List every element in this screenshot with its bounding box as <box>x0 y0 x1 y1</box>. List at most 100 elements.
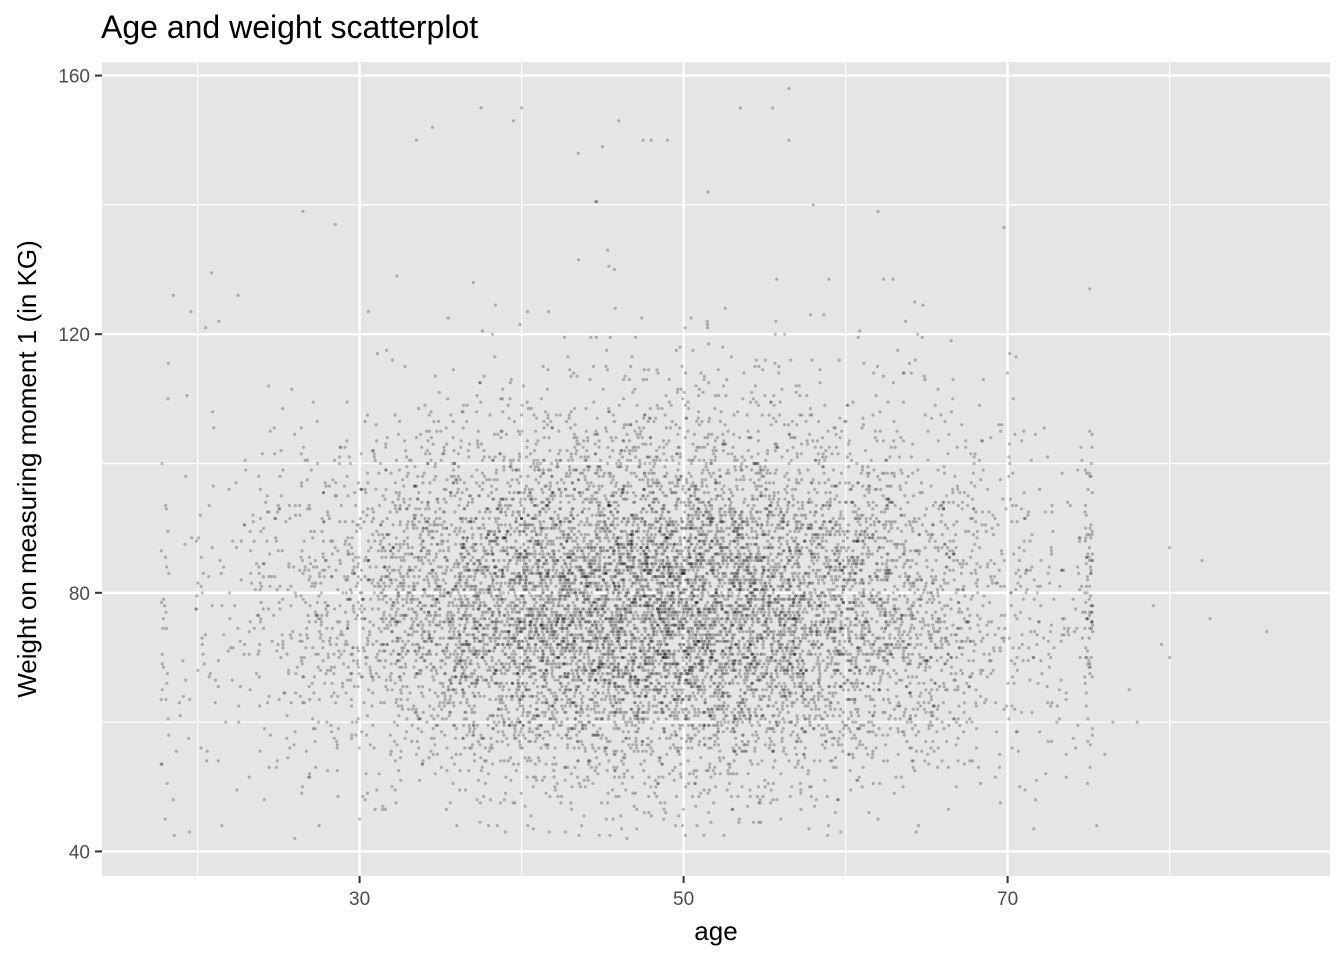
data-point <box>699 510 702 513</box>
data-point <box>600 510 603 513</box>
data-point <box>929 536 932 539</box>
data-point <box>741 721 744 724</box>
data-point <box>435 614 438 617</box>
data-point <box>568 468 571 471</box>
data-point <box>571 617 574 620</box>
data-point <box>626 769 629 772</box>
data-point <box>330 695 333 698</box>
data-point <box>388 565 391 568</box>
data-point <box>653 698 656 701</box>
data-point <box>349 462 352 465</box>
data-point <box>544 646 547 649</box>
data-point <box>951 624 954 627</box>
data-point <box>309 530 312 533</box>
data-point <box>482 449 485 452</box>
data-point <box>759 465 762 468</box>
data-point <box>928 540 931 543</box>
data-point <box>416 475 419 478</box>
data-point <box>299 594 302 597</box>
data-point <box>344 640 347 643</box>
data-point <box>636 404 639 407</box>
data-point <box>448 656 451 659</box>
data-point <box>590 640 593 643</box>
data-point <box>622 763 625 766</box>
data-point <box>521 404 524 407</box>
data-point <box>737 598 740 601</box>
data-point <box>743 643 746 646</box>
data-point <box>531 488 534 491</box>
data-point <box>548 830 551 833</box>
data-point <box>526 646 529 649</box>
data-point <box>634 724 637 727</box>
data-point <box>515 666 518 669</box>
data-point <box>791 704 794 707</box>
data-point <box>978 404 981 407</box>
data-point <box>922 682 925 685</box>
data-point <box>818 675 821 678</box>
data-point <box>770 675 773 678</box>
data-point <box>337 649 340 652</box>
data-point <box>625 724 628 727</box>
data-point <box>549 662 552 665</box>
data-point <box>651 510 654 513</box>
data-point <box>477 527 480 530</box>
data-point <box>743 682 746 685</box>
data-point <box>736 721 739 724</box>
data-point <box>357 717 360 720</box>
data-point <box>847 627 850 630</box>
data-point <box>856 536 859 539</box>
data-point <box>856 598 859 601</box>
data-point <box>333 653 336 656</box>
data-point <box>495 468 498 471</box>
data-point <box>401 640 404 643</box>
data-point <box>344 611 347 614</box>
data-point <box>531 565 534 568</box>
data-point <box>452 565 455 568</box>
data-point <box>903 582 906 585</box>
data-point <box>785 698 788 701</box>
data-point <box>892 381 895 384</box>
data-point <box>490 594 493 597</box>
data-point <box>506 481 509 484</box>
data-point <box>523 520 526 523</box>
data-point <box>828 446 831 449</box>
data-point <box>861 637 864 640</box>
data-point <box>603 494 606 497</box>
data-point <box>976 614 979 617</box>
data-point <box>601 734 604 737</box>
data-point <box>595 527 598 530</box>
data-point <box>792 591 795 594</box>
data-point <box>604 536 607 539</box>
data-point <box>276 643 279 646</box>
data-point <box>703 491 706 494</box>
data-point <box>999 801 1002 804</box>
data-point <box>1037 682 1040 685</box>
data-point <box>367 688 370 691</box>
data-point <box>742 371 745 374</box>
data-point <box>543 436 546 439</box>
data-point <box>930 688 933 691</box>
data-point <box>707 342 710 345</box>
data-point <box>924 413 927 416</box>
data-point <box>752 691 755 694</box>
data-point <box>962 588 965 591</box>
data-point <box>948 549 951 552</box>
data-point <box>369 743 372 746</box>
data-point <box>366 656 369 659</box>
data-point <box>779 659 782 662</box>
data-point <box>355 530 358 533</box>
data-point <box>359 527 362 530</box>
data-point <box>718 698 721 701</box>
data-point <box>1085 514 1088 517</box>
data-point <box>687 582 690 585</box>
data-point <box>843 546 846 549</box>
data-point <box>810 543 813 546</box>
data-point <box>682 808 685 811</box>
data-point <box>890 527 893 530</box>
data-point <box>972 649 975 652</box>
data-point <box>689 507 692 510</box>
data-point <box>663 666 666 669</box>
data-point <box>244 459 247 462</box>
data-point <box>577 258 580 261</box>
